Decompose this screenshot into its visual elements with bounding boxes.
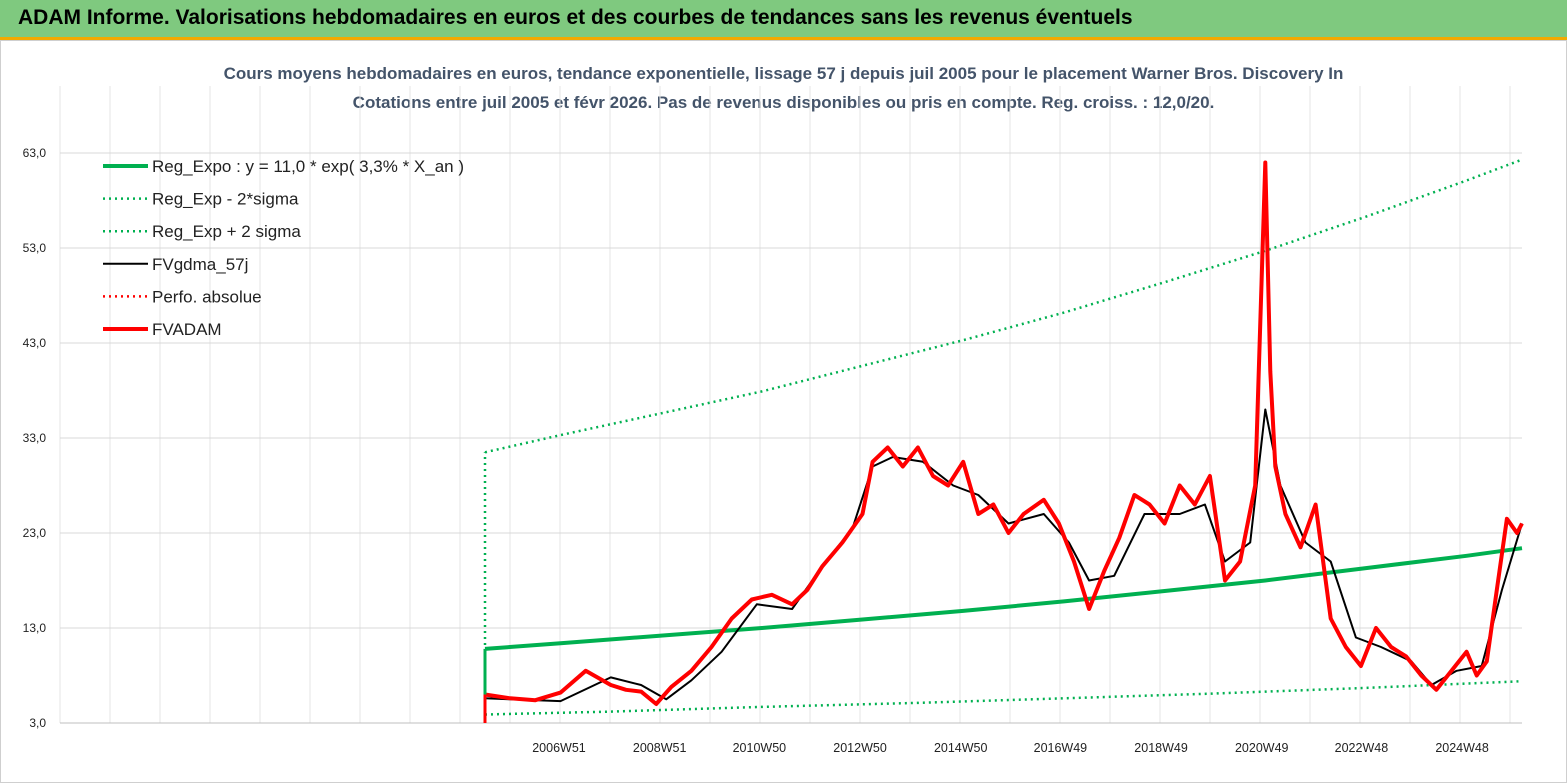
y-tick-label: 43,0 <box>23 336 47 350</box>
legend-label: Reg_Expo : y = 11,0 * exp( 3,3% * X_an ) <box>152 157 464 176</box>
y-tick-label: 23,0 <box>23 526 47 540</box>
grid <box>59 86 1522 724</box>
x-tick-label: 2010W50 <box>733 741 787 755</box>
series-group <box>483 158 1524 723</box>
y-tick-label: 13,0 <box>23 621 47 635</box>
x-tick-label: 2006W51 <box>532 741 586 755</box>
x-tick-label: 2024W48 <box>1435 741 1489 755</box>
x-tick-label: 2022W48 <box>1335 741 1389 755</box>
x-tick-label: 2020W49 <box>1235 741 1289 755</box>
series-line-3 <box>484 408 1523 703</box>
chart-subtitle: Cotations entre juil 2005 et févr 2026. … <box>352 93 1215 112</box>
page-title: ADAM Informe. Valorisations hebdomadaire… <box>18 6 1133 29</box>
y-tick-label: 33,0 <box>23 431 47 445</box>
series-line-5 <box>484 160 1524 706</box>
x-tick-label: 2008W51 <box>633 741 687 755</box>
legend-label: FVgdma_57j <box>152 255 248 274</box>
axes: 3,0 13,0 23,0 33,0 43,0 53,0 63,0 2006W51 2008W5… <box>23 146 1522 755</box>
legend-label: Reg_Exp - 2*sigma <box>152 190 299 209</box>
app-header: ADAM Informe. Valorisations hebdomadaire… <box>0 0 1567 40</box>
series-line-2 <box>484 158 1523 454</box>
x-tick-label: 2012W50 <box>833 741 887 755</box>
legend-label: Perfo. absolue <box>152 287 262 306</box>
x-tick-label: 2018W49 <box>1134 741 1188 755</box>
series-line-1 <box>484 679 1523 716</box>
x-tick-label: 2014W50 <box>934 741 988 755</box>
legend: Reg_Expo : y = 11,0 * exp( 3,3% * X_an )… <box>103 157 464 339</box>
series-line-0 <box>484 546 1523 651</box>
y-tick-label: 3,0 <box>29 716 46 730</box>
chart-title: Cours moyens hebdomadaires en euros, ten… <box>223 64 1344 83</box>
x-tick-label: 2016W49 <box>1034 741 1088 755</box>
y-tick-label: 63,0 <box>23 146 47 160</box>
legend-label: Reg_Exp + 2 sigma <box>152 222 301 241</box>
legend-label: FVADAM <box>152 320 222 339</box>
y-tick-label: 53,0 <box>23 241 47 255</box>
